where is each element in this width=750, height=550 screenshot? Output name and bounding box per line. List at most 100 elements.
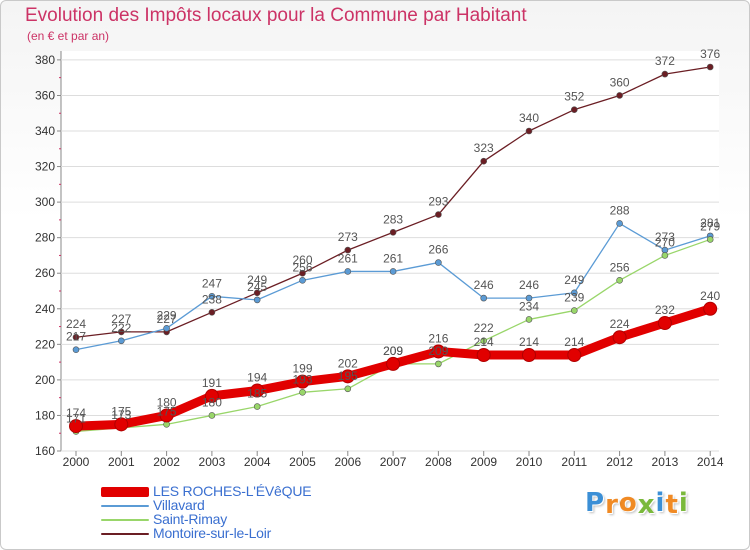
data-point: [72, 333, 80, 341]
y-tick-label: 280: [35, 231, 55, 245]
data-label: 194: [247, 371, 267, 385]
data-label: 222: [474, 321, 494, 335]
data-label: 171: [66, 411, 86, 425]
data-label: 352: [564, 90, 584, 104]
data-label: 193: [292, 372, 312, 386]
data-label: 234: [519, 299, 539, 313]
data-label: 247: [202, 276, 222, 290]
data-label: 261: [338, 251, 358, 265]
data-label: 372: [655, 54, 675, 68]
data-point: [389, 229, 397, 236]
data-label: 281: [700, 216, 720, 230]
data-label: 273: [338, 230, 358, 244]
data-point: [163, 325, 170, 332]
x-tick-label: 2013: [652, 455, 679, 469]
data-point: [208, 309, 216, 316]
data-label: 185: [247, 387, 267, 401]
data-label: 175: [157, 404, 177, 418]
y-tick-label: 360: [35, 88, 55, 102]
data-point: [253, 296, 261, 304]
grid: [61, 59, 719, 452]
y-tick-label: 300: [35, 195, 55, 209]
x-tick-label: 2008: [425, 455, 452, 469]
plot-background: [61, 51, 719, 451]
data-point: [344, 268, 352, 275]
data-point: [295, 374, 310, 389]
data-label: 214: [519, 335, 539, 349]
data-label: 246: [519, 278, 539, 292]
x-tick-label: 2001: [108, 455, 135, 469]
logo-letter: r: [605, 490, 619, 520]
data-point: [435, 211, 442, 218]
data-label: 283: [383, 212, 403, 226]
data-label: 360: [610, 75, 630, 89]
data-label: 174: [66, 406, 86, 420]
y-tick-label: 340: [35, 124, 55, 138]
data-point: [570, 307, 578, 314]
data-point: [525, 294, 533, 302]
data-point: [616, 277, 623, 284]
data-point: [435, 259, 442, 266]
data-point: [431, 344, 446, 359]
data-point: [344, 246, 352, 254]
data-point: [159, 408, 174, 423]
data-point: [344, 385, 352, 393]
x-tick-label: 2014: [697, 455, 724, 469]
x-tick-label: 2005: [289, 455, 316, 469]
data-label: 180: [202, 395, 222, 409]
data-point: [703, 301, 718, 316]
data-point: [118, 328, 125, 336]
data-label: 249: [247, 273, 267, 287]
logo-letter: P: [585, 488, 606, 518]
series-layer: [69, 63, 718, 435]
data-label: 288: [610, 203, 630, 217]
data-label: 224: [610, 317, 630, 331]
data-point: [661, 252, 669, 259]
plot-area: [60, 51, 719, 452]
data-label: 216: [428, 331, 448, 345]
data-point: [69, 419, 83, 434]
legend-label: Villavard: [153, 497, 205, 513]
data-label: 224: [66, 317, 86, 331]
x-tick-label: 2003: [199, 455, 226, 469]
data-point: [570, 289, 578, 297]
chart-title: Evolution des Impôts locaux pour la Comm…: [25, 5, 527, 26]
data-point: [299, 269, 306, 277]
data-point: [299, 389, 306, 396]
y-tick-label: 160: [35, 444, 55, 458]
data-point: [118, 337, 125, 345]
data-label: 222: [111, 321, 131, 335]
legend-label: LES ROCHES-L'ÉVêQUE: [153, 483, 312, 499]
data-label: 227: [111, 312, 131, 326]
data-label: 229: [157, 308, 177, 322]
data-point: [253, 403, 261, 410]
data-label: 209: [428, 344, 448, 358]
data-point: [389, 268, 397, 275]
data-label: 245: [247, 280, 267, 294]
logo-letter: i: [678, 488, 689, 518]
data-label: 239: [564, 291, 584, 305]
data-label: 249: [564, 273, 584, 287]
data-point: [208, 412, 216, 419]
data-point: [570, 106, 578, 113]
data-label: 266: [428, 243, 448, 257]
logo-letter: t: [665, 490, 679, 520]
data-label: 217: [66, 330, 86, 344]
data-point: [253, 289, 261, 297]
y-tick-label: 240: [35, 302, 55, 316]
data-point: [250, 383, 265, 398]
data-label: 293: [428, 195, 448, 209]
legend-swatch: [101, 533, 149, 535]
data-point: [661, 70, 669, 78]
data-label: 209: [383, 344, 403, 358]
x-tick-label: 2007: [380, 455, 407, 469]
data-point: [480, 294, 488, 302]
data-point: [340, 369, 355, 384]
logo-letter: x: [637, 490, 656, 520]
data-label: 232: [655, 303, 675, 317]
data-label: 340: [519, 111, 539, 125]
y-tick-label: 380: [35, 53, 55, 67]
data-label: 261: [383, 251, 403, 265]
data-point: [706, 63, 714, 71]
